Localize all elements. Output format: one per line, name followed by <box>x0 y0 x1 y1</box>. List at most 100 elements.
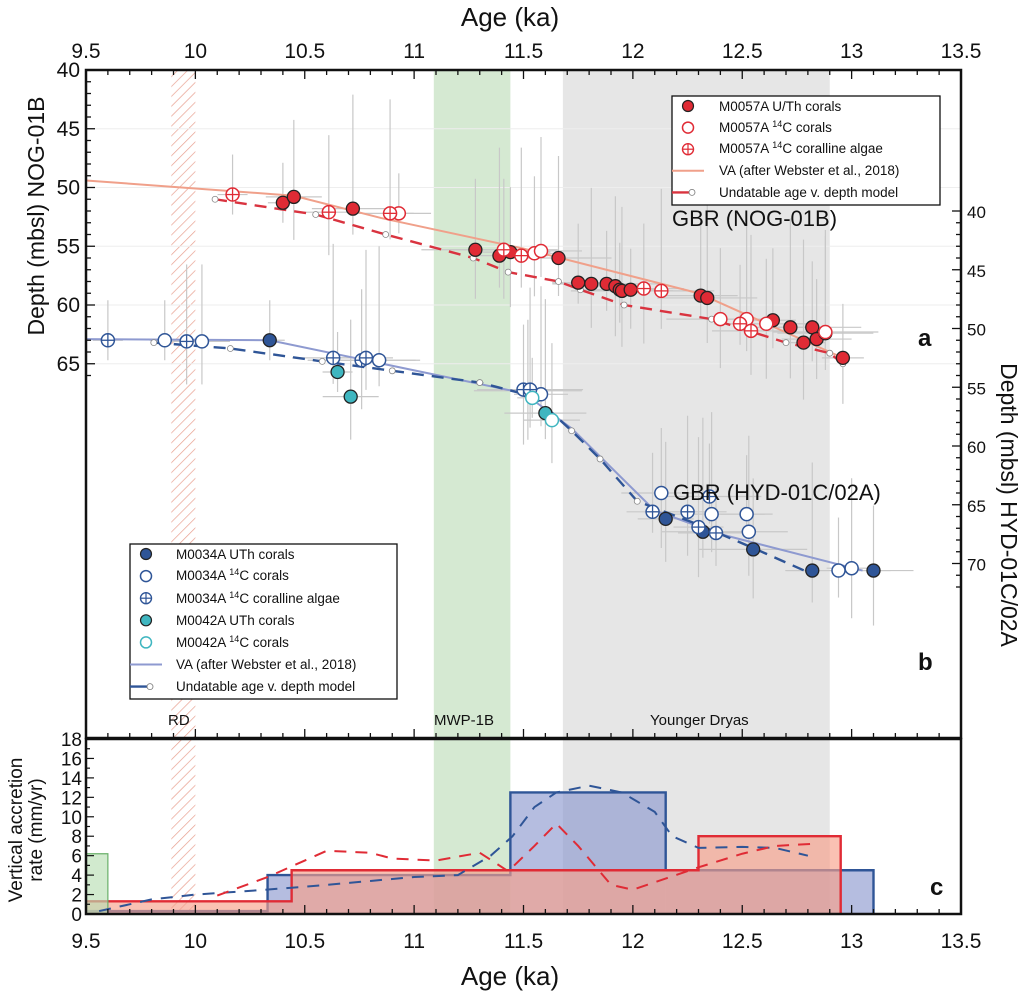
nog-model-point <box>312 211 320 218</box>
period-band-1 <box>433 70 511 914</box>
nog-uth-point <box>275 195 291 210</box>
hyd-model-point <box>226 345 234 352</box>
panel-c-y-tick-label: 2 <box>71 886 82 907</box>
legend-filled-circle-icon <box>681 99 695 113</box>
bottom-x-tick-label: 13.5 <box>941 930 982 953</box>
panel-c-y-tick-label: 10 <box>61 808 82 829</box>
site-label-nog: GBR (NOG-01B) <box>672 206 837 231</box>
period-band-2 <box>562 70 830 914</box>
accretion-bar <box>698 836 841 914</box>
nog-14c-coral-point <box>713 311 728 327</box>
nog-model-point <box>211 195 219 203</box>
accretion-smoothed-line <box>216 822 811 897</box>
legend-nog-entry-4: Undatable age v. depth model <box>719 185 898 200</box>
nog-model-point <box>382 231 390 238</box>
hyd-14c-coral-point <box>194 334 210 349</box>
panel-c-y-tick-label: 4 <box>71 866 82 887</box>
hyd-14c-coral-point <box>157 333 172 348</box>
axes: 9.5 9.5 10 10 10.5 10.5 11 11 11.5 11.5 12 12 12.5 12… <box>57 40 986 953</box>
panel-c-y-tick-label: 6 <box>71 847 82 868</box>
hyd-14c-coral-point <box>544 412 560 428</box>
accretion-bar <box>86 853 108 914</box>
bottom-axis-title: Age (ka) <box>461 961 559 991</box>
legend-hyd-entry-1: M0034A 14C corals <box>176 567 289 583</box>
hyd-14c-coral-point <box>654 485 669 501</box>
top-x-tick-label: 11 <box>403 40 425 63</box>
legend-open-circle-icon <box>139 569 153 583</box>
left-y-tick-label: 50 <box>57 177 80 200</box>
nog-uth-point <box>700 290 715 306</box>
bottom-x-tick-label: 9.5 <box>71 930 100 953</box>
legend-nog-entry-3: VA (after Webster et al., 2018) <box>719 163 899 178</box>
nog-uth-point <box>783 320 798 335</box>
nog-model-point <box>782 339 790 347</box>
accretion-step-line <box>86 853 109 914</box>
top-x-tick-label: 10.5 <box>284 40 325 63</box>
left-y-tick-label: 55 <box>57 235 80 258</box>
top-x-tick-label: 13.5 <box>941 40 982 63</box>
legend-hyd-entry-4: M0042A 14C corals <box>176 634 289 650</box>
panel-letter-c: c <box>930 874 943 901</box>
period-label-rd: RD <box>168 712 190 729</box>
legend-hyd: M0034A UTh corals M0034A 14C corals M003… <box>129 543 398 700</box>
legend-hyd-entry-6: Undatable age v. depth model <box>176 679 355 694</box>
legend-hyd-entry-5: VA (after Webster et al., 2018) <box>176 657 356 672</box>
hyd-14c-coral-point <box>741 524 757 540</box>
legend-nog-entry-2: M0057A 14C coralline algae <box>719 140 883 156</box>
hyd-14c-coral-point <box>525 390 540 406</box>
legend-hyd-entry-0: M0034A UTh corals <box>176 547 295 562</box>
hyd-uth-point <box>262 333 277 348</box>
hyd-model-point <box>150 339 158 347</box>
nog-uth-point <box>551 250 566 266</box>
legend-hyd-box <box>129 543 398 700</box>
nog-va-line <box>85 179 844 359</box>
legend-hyd-entry-3: M0042A UTh corals <box>176 613 295 628</box>
bottom-x-tick-label: 10 <box>184 930 207 953</box>
right-y-tick-label: 40 <box>967 203 986 222</box>
left-y-tick-label: 45 <box>57 118 80 141</box>
panel-ab-plot <box>85 179 881 578</box>
legend-filled-circle-icon <box>139 614 153 627</box>
nog-model-point <box>620 301 628 309</box>
hyd-model-point <box>476 379 484 386</box>
right-y-tick-label: 45 <box>967 262 986 281</box>
legend-nog-entry-0: M0057A U/Th corals <box>719 99 842 114</box>
hyd-14c-coral-point <box>831 563 846 578</box>
nog-model-point <box>826 349 834 357</box>
legend-nog-entry-1: M0057A 14C corals <box>719 119 832 135</box>
period-label-younger-dryas: Younger Dryas <box>650 712 749 729</box>
hyd-uth-point <box>658 511 673 526</box>
nog-uth-point <box>286 189 301 205</box>
period-bands <box>171 70 830 914</box>
panel-c-y-tick-label: 12 <box>61 788 82 809</box>
top-x-tick-label: 13 <box>840 40 863 63</box>
period-label-mwp1b: MWP-1B <box>434 712 494 729</box>
accretion-bar <box>86 901 292 914</box>
bottom-x-tick-label: 11.5 <box>504 930 543 953</box>
nog-uth-point <box>835 350 851 366</box>
right-y-tick-label: 60 <box>967 438 986 457</box>
hyd-uth-point <box>330 364 345 380</box>
legend-filled-circle-icon <box>139 547 153 561</box>
hyd-uth-point <box>746 542 761 557</box>
hyd-uth-point <box>866 563 881 578</box>
nog-uth-point <box>623 282 638 297</box>
top-x-tick-label: 9.5 <box>71 40 100 63</box>
right-y-tick-label: 65 <box>967 497 986 516</box>
hyd-model-point <box>318 357 326 365</box>
nog-uth-point <box>345 201 361 216</box>
hyd-model-point <box>568 427 576 435</box>
right-y-tick-label: 70 <box>967 556 986 575</box>
panel-c-y-tick-label: 16 <box>61 749 82 770</box>
legend-open-circle-icon <box>139 636 153 649</box>
nog-uth-point <box>805 320 820 335</box>
site-label-hyd: GBR (HYD-01C/02A) <box>673 480 881 505</box>
left-y-tick-label: 65 <box>57 353 80 376</box>
nog-14c-coral-point <box>818 324 833 340</box>
left-y-tick-label: 40 <box>57 59 80 82</box>
nog-model-point <box>555 278 562 285</box>
hyd-uth-point <box>343 389 358 404</box>
legend-open-dot-icon <box>688 188 696 196</box>
panel-letter-a: a <box>918 325 932 352</box>
legend-nog-box <box>671 95 941 206</box>
